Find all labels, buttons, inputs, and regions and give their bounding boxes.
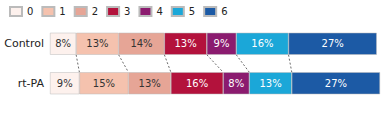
svg-text:15%: 15% <box>93 78 115 89</box>
svg-text:16%: 16% <box>186 78 208 89</box>
svg-text:27%: 27% <box>325 78 347 89</box>
svg-text:2: 2 <box>92 6 98 17</box>
svg-text:6: 6 <box>221 6 227 17</box>
svg-text:14%: 14% <box>130 38 152 49</box>
svg-text:13%: 13% <box>174 38 196 49</box>
svg-text:Control: Control <box>4 37 44 50</box>
svg-text:1: 1 <box>59 6 65 17</box>
svg-text:0: 0 <box>27 6 33 17</box>
svg-text:13%: 13% <box>86 38 108 49</box>
svg-text:13%: 13% <box>259 78 281 89</box>
svg-text:8%: 8% <box>55 38 71 49</box>
svg-text:rt-PA: rt-PA <box>18 77 45 90</box>
svg-text:13%: 13% <box>139 78 161 89</box>
svg-text:4: 4 <box>156 6 162 17</box>
svg-text:27%: 27% <box>322 38 344 49</box>
svg-text:3: 3 <box>124 6 130 17</box>
svg-text:9%: 9% <box>214 38 230 49</box>
svg-text:8%: 8% <box>228 78 244 89</box>
svg-text:9%: 9% <box>57 78 73 89</box>
svg-text:16%: 16% <box>251 38 273 49</box>
svg-text:5: 5 <box>189 6 195 17</box>
